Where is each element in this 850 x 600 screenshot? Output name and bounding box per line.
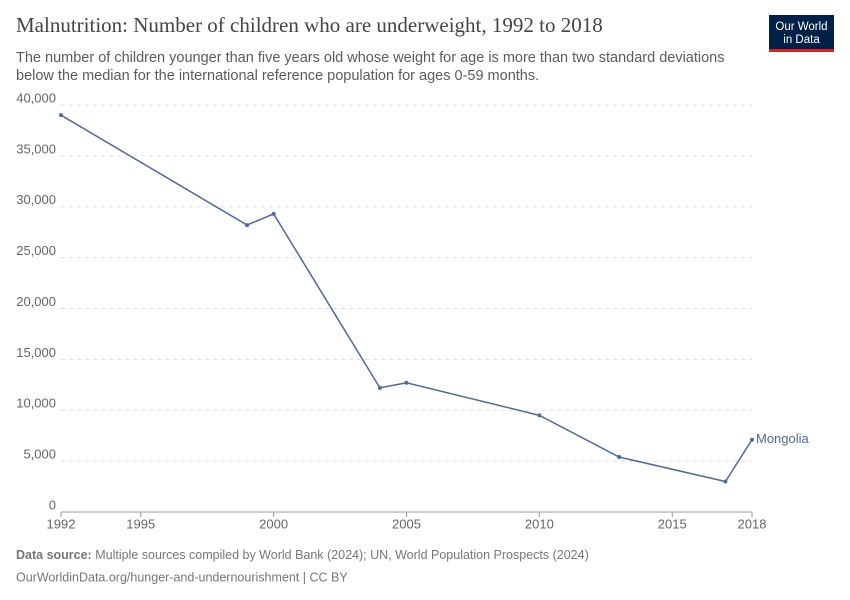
source-label: Data source: [16,548,92,562]
x-tick-label: 2018 [738,516,767,531]
y-tick-label: 40,000 [16,90,56,105]
logo-text: Our World [775,21,827,33]
logo-text: in Data [783,34,820,46]
source-text: Multiple sources compiled by World Bank … [95,548,589,562]
point [750,437,754,442]
subtitle: below the median for the international r… [16,68,539,84]
logo-stripe [769,49,834,52]
source: Data source: Multiple sources compiled b… [16,548,589,562]
point [377,385,382,390]
point [59,113,63,118]
y-tick-label: 35,000 [16,141,56,156]
point [537,413,542,418]
y-tick-label: 30,000 [16,192,56,207]
x-tick-label: 2005 [392,516,421,531]
point [723,479,728,484]
x-tick-label: 2010 [525,516,554,531]
point [617,455,622,460]
point [404,380,409,385]
x-tick-label: 2015 [658,516,687,531]
subtitle: The number of children younger than five… [16,50,724,66]
y-tick-label: 20,000 [16,294,56,309]
y-tick-label: 25,000 [16,243,56,258]
point [245,223,250,228]
x-tick-label: 2000 [259,516,288,531]
x-tick-label: 1992 [47,516,76,531]
chart-title: Malnutrition: Number of children who are… [16,13,603,37]
line [60,114,753,483]
logo-box [769,15,834,52]
y-tick-label: 5,000 [23,447,56,462]
series-label: Mongolia [756,431,810,446]
point [271,211,276,216]
y-tick-label: 0 [49,497,56,512]
y-tick-label: 10,000 [16,396,56,411]
x-tick-label: 1995 [126,516,155,531]
url: OurWorldinData.org/hunger-and-undernouri… [16,570,348,584]
y-tick-label: 15,000 [16,345,56,360]
